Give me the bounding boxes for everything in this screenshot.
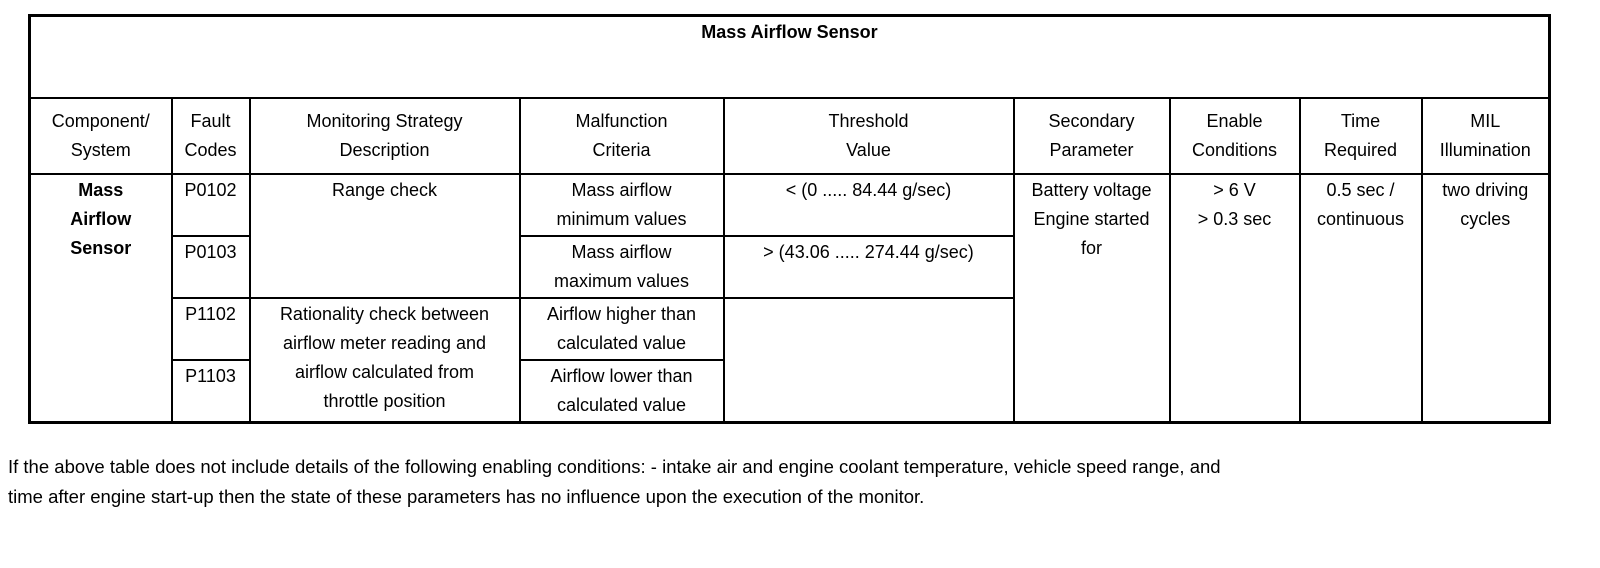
col-header-secondary-parameter: Secondary Parameter [1012,96,1171,175]
cell-enable-conditions: > 6 V > 0.3 sec [1168,172,1301,423]
cell-time-required: 0.5 sec / continuous [1298,172,1423,423]
cell-malfunction-p1102: Airflow higher than calculated value [518,296,725,361]
header-row: Component/ System Fault Codes Monitoring… [28,96,1551,175]
row-p0103: P0103 Mass airflow maximum values > (43.… [30,234,1550,299]
col-header-malfunction-criteria: Malfunction Criteria [518,96,725,175]
table-title: Mass Airflow Sensor [28,14,1551,99]
row-p1103: P1103 Airflow lower than calculated valu… [30,358,1550,423]
footer-note: If the above table does not include deta… [8,456,1221,507]
cell-mil-illumination: two driving cycles [1420,172,1551,423]
col-header-time-required: Time Required [1298,96,1423,175]
col-header-mil-illumination: MIL Illumination [1420,96,1551,175]
cell-threshold-p0103: > (43.06 ..... 274.44 g/sec) [722,234,1015,299]
title-row: Mass Airflow Sensor [28,14,1551,99]
cell-monitoring-strategy-range-check: Range check [248,172,521,299]
cell-threshold-empty [722,296,1015,423]
cell-secondary-parameter: Battery voltage Engine started for [1012,172,1171,423]
cell-threshold-p0102: < (0 ..... 84.44 g/sec) [722,172,1015,237]
cell-malfunction-p1103: Airflow lower than calculated value [518,358,725,423]
cell-component-system: Mass Airflow Sensor [28,172,173,423]
cell-fault-code-p0103: P0103 [170,234,251,299]
cell-monitoring-strategy-rationality: Rationality check between airflow meter … [248,296,521,423]
row-p1102: P1102 Rationality check between airflow … [30,296,1550,423]
col-header-fault-codes: Fault Codes [170,96,251,175]
cell-fault-code-p0102: P0102 [170,172,251,237]
mass-airflow-sensor-table: Mass Airflow Sensor Component/ System Fa… [28,14,1551,424]
cell-fault-code-p1103: P1103 [170,358,251,423]
col-header-component-system: Component/ System [28,96,173,175]
cell-fault-code-p1102: P1102 [170,296,251,361]
col-header-monitoring-strategy: Monitoring Strategy Description [248,96,521,175]
row-p0102: Mass Airflow Sensor P0102 Range check Ma… [28,172,1551,423]
col-header-enable-conditions: Enable Conditions [1168,96,1301,175]
col-header-threshold-value: Threshold Value [722,96,1015,175]
cell-malfunction-p0103: Mass airflow maximum values [518,234,725,299]
cell-malfunction-p0102: Mass airflow minimum values [518,172,725,237]
